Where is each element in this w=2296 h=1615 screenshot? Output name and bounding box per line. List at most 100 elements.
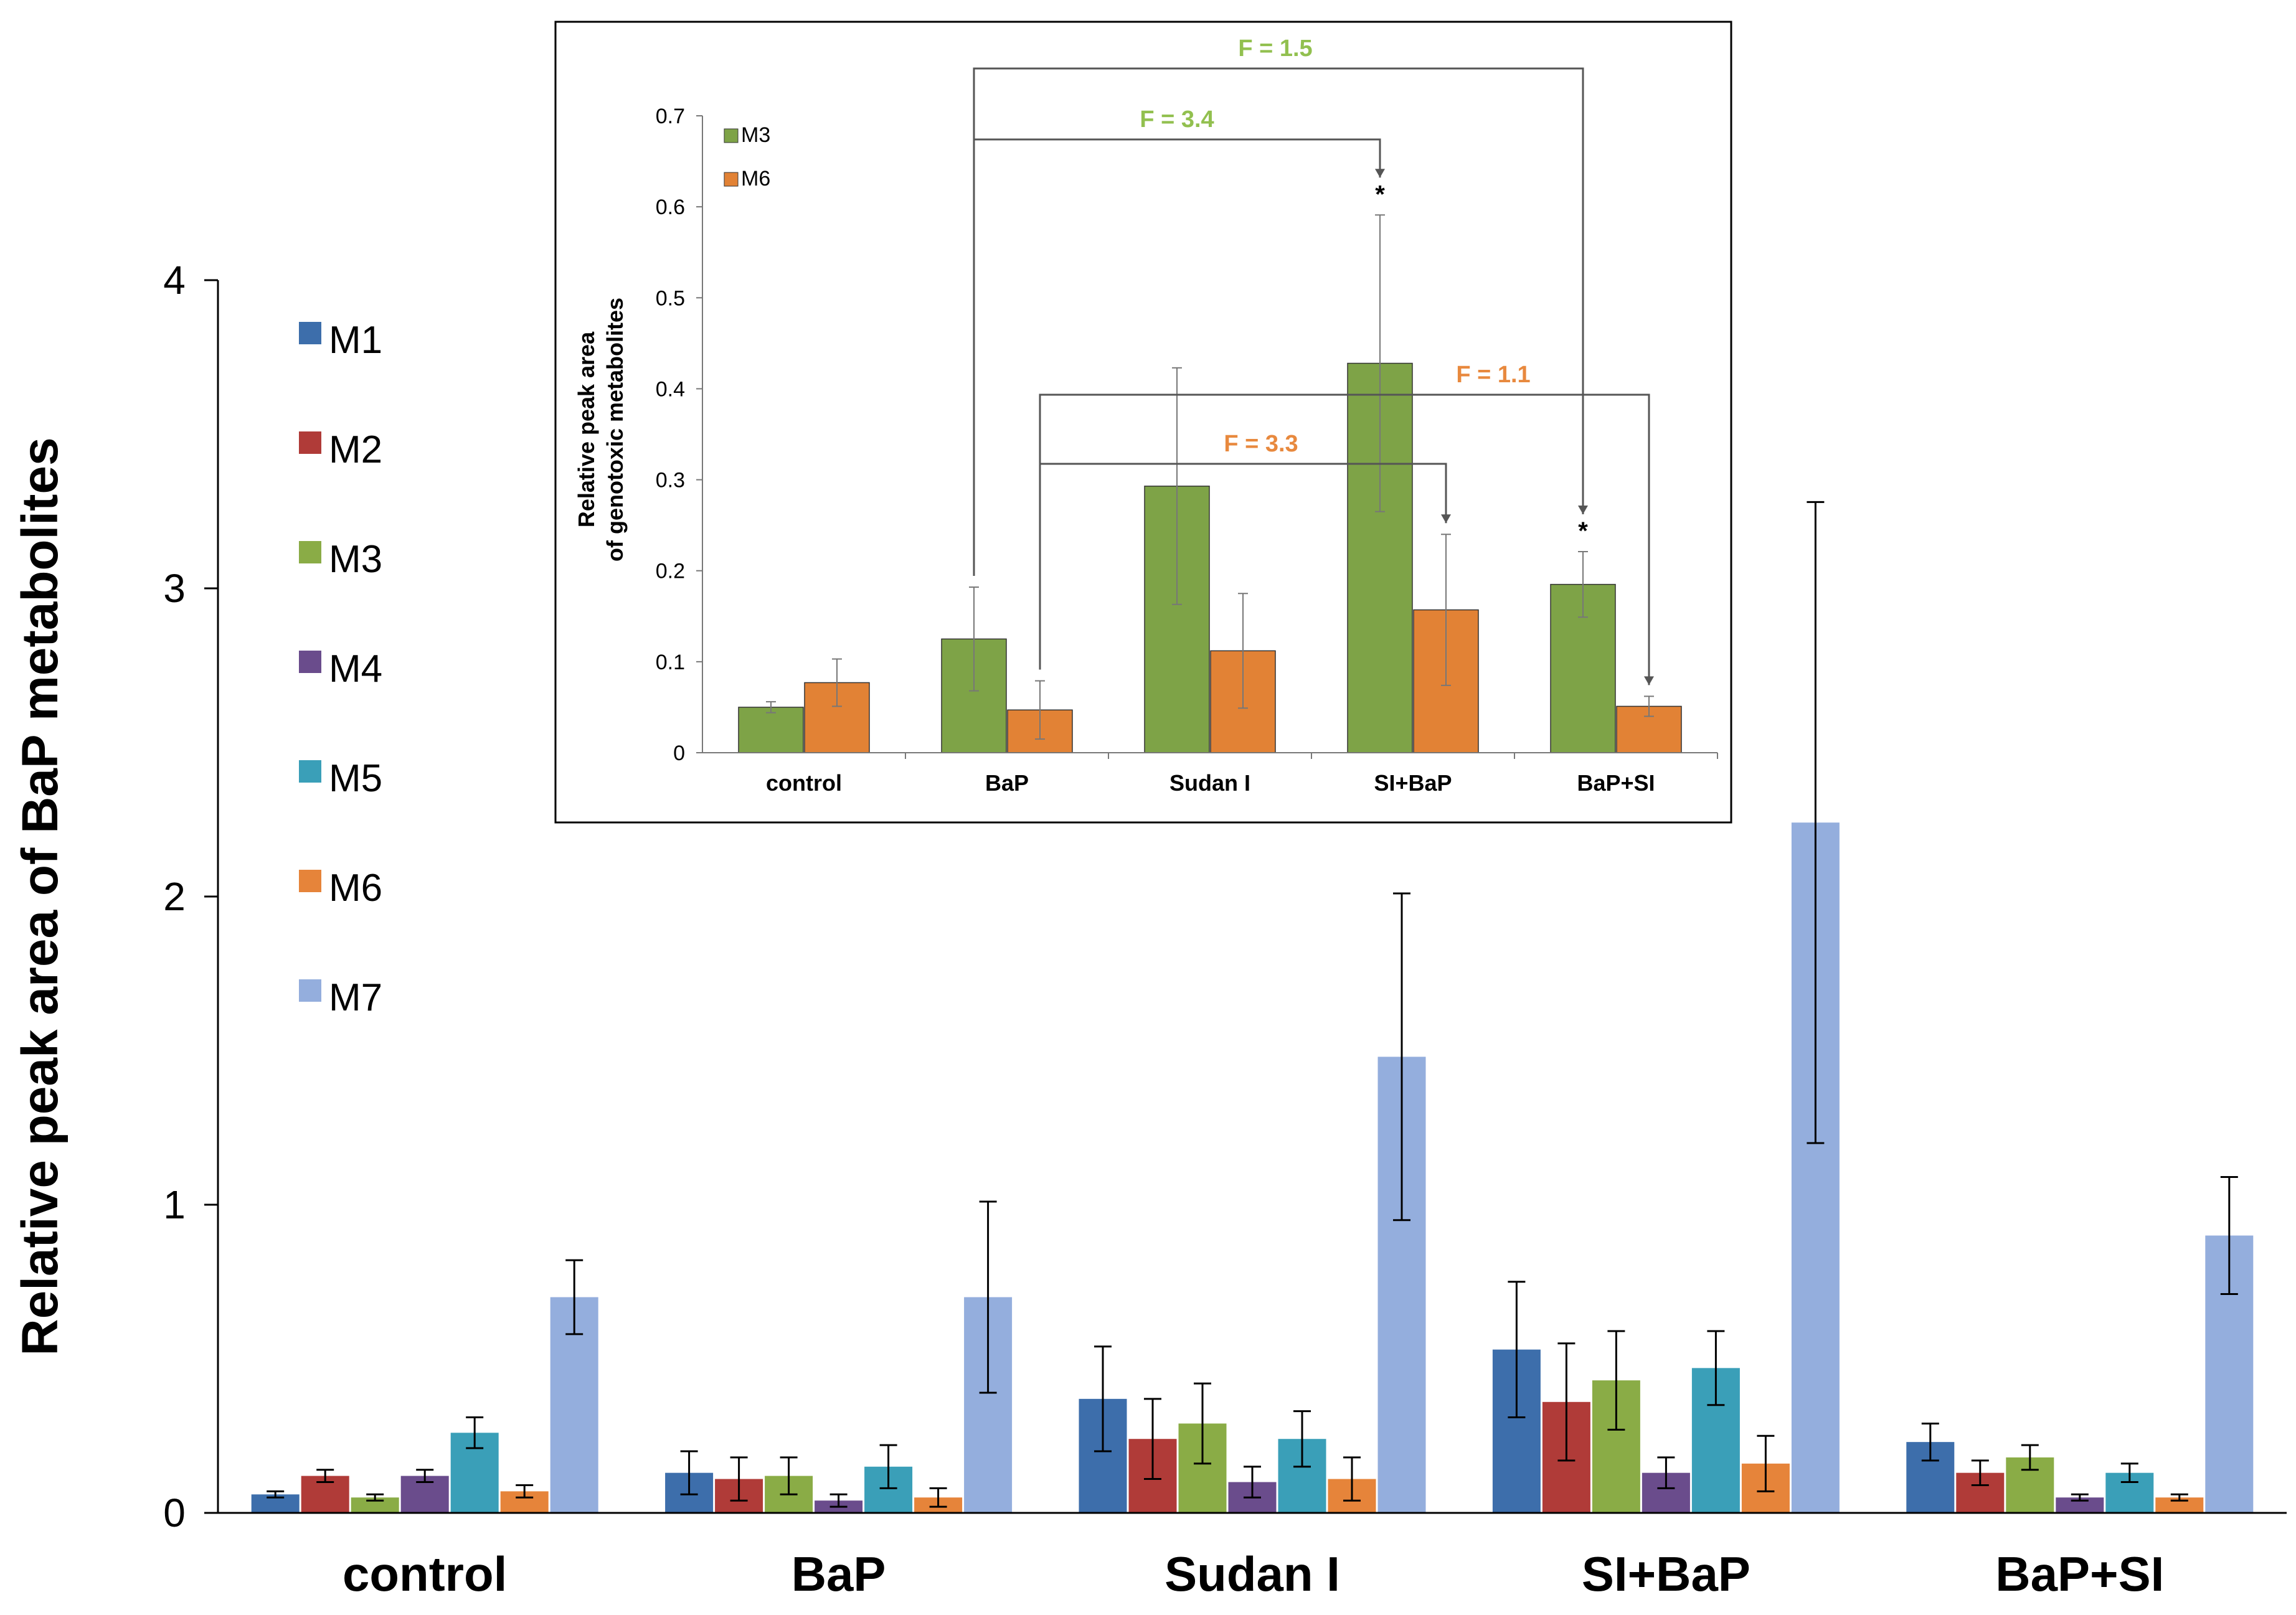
error-bar-m1-si-bap: [1508, 1281, 1526, 1419]
bracket-f-3-3: F = 3.3: [1039, 431, 1451, 670]
legend-item-m5: M5: [299, 757, 382, 800]
inset-category-label-sudan-i: Sudan I: [1169, 770, 1250, 796]
inset-y-tick-label: 0.5: [656, 286, 685, 310]
error-bar-m2-bap: [730, 1456, 748, 1502]
error-bar-m6-si-bap: [1757, 1434, 1775, 1492]
legend-item-m4: M4: [299, 647, 382, 690]
bracket-arrowhead: [1375, 169, 1385, 178]
legend-label: M6: [329, 867, 382, 910]
bracket-line: [973, 138, 1381, 577]
y-tick-label: 0: [163, 1490, 186, 1535]
error-bar-m6-control: [516, 1484, 534, 1499]
significance-star-si-bap: *: [1375, 181, 1385, 208]
error-bar-m2-si-bap: [1557, 1342, 1576, 1462]
y-tick-label: 3: [163, 566, 186, 611]
inset-y-ticks: 0 0.1 0.2 0.3 0.4 0.5 0.6 0.7: [656, 105, 702, 765]
bracket-arrowhead: [1644, 676, 1654, 685]
inset-significance-stars: **: [1375, 181, 1588, 545]
bracket-f-3-4: F = 3.4: [973, 106, 1385, 577]
legend-item-m3: M3: [299, 538, 382, 581]
inset-legend: M3 M6: [724, 123, 770, 191]
main-error-bars: [267, 501, 2238, 1508]
inset-category-label-control: control: [766, 770, 842, 796]
inset-error-bar-m3-bap: [969, 586, 979, 692]
bracket-arrowhead: [1578, 506, 1588, 515]
main-chart: 0 1 2 3 4 control BaP Sudan I SI+BaP BaP+SI Rela…: [12, 258, 2287, 1601]
error-bar-m1-control: [267, 1490, 285, 1499]
inset-error-bar-m6-control: [832, 658, 842, 707]
main-bars: [251, 822, 2254, 1513]
inset-chart: 0 0.1 0.2 0.3 0.4 0.5 0.6 0.7 control BaP Sudan I…: [554, 21, 1732, 824]
category-label-si-bap: SI+BaP: [1582, 1547, 1750, 1601]
inset-category-label-bap: BaP: [985, 770, 1029, 796]
category-label-bap-si: BaP+SI: [1995, 1547, 2164, 1601]
error-bar-m2-control: [316, 1469, 334, 1483]
error-bar-m6-sudan-i: [1343, 1456, 1361, 1502]
legend-label: M4: [329, 647, 382, 690]
inset-error-bar-m6-si-bap: [1441, 534, 1451, 686]
legend-swatch: [299, 760, 321, 783]
inset-y-tick-label: 0.1: [656, 651, 685, 674]
inset-legend-item-m3: M3: [724, 123, 770, 147]
inset-category-labels: control BaP Sudan I SI+BaP BaP+SI: [766, 753, 1718, 796]
inset-error-bar-m6-bap-si: [1644, 695, 1654, 717]
error-bar-m4-bap: [829, 1493, 848, 1508]
category-label-bap: BaP: [791, 1547, 886, 1601]
inset-error-bar-m3-si-bap: [1375, 214, 1385, 512]
error-bar-m5-sudan-i: [1293, 1410, 1311, 1468]
legend-swatch: [299, 979, 321, 1002]
inset-legend-label: M6: [741, 167, 770, 191]
inset-frame: [554, 21, 1732, 824]
error-bar-m7-bap-si: [2220, 1175, 2238, 1296]
error-bar-m5-control: [466, 1416, 484, 1449]
main-y-axis-label: Relative peak area of BaP metabolites: [12, 437, 69, 1355]
error-bar-m3-sudan-i: [1194, 1382, 1211, 1465]
error-bar-m5-bap: [879, 1444, 897, 1489]
legend-label: M5: [329, 757, 382, 800]
inset-y-tick-label: 0.7: [656, 105, 685, 128]
legend-label: M2: [329, 428, 382, 471]
error-bar-m7-control: [565, 1259, 583, 1335]
inset-legend-swatch: [724, 172, 739, 187]
inset-bar-m3-control: [738, 707, 804, 753]
inset-error-bars: [766, 214, 1654, 740]
error-bar-m4-control: [416, 1469, 434, 1483]
inset-significance-brackets: F = 1.5 F = 3.4 F = 1.1 F = 3.3: [973, 35, 1654, 685]
error-bar-m3-control: [366, 1493, 384, 1502]
inset-y-tick-label: 0.3: [656, 469, 685, 492]
inset-y-tick-label: 0.4: [656, 377, 685, 401]
error-bar-m7-bap: [979, 1200, 997, 1394]
inset-category-label-bap-si: BaP+SI: [1577, 770, 1655, 796]
error-bar-m3-si-bap: [1607, 1330, 1625, 1431]
category-label-control: control: [343, 1547, 507, 1601]
inset-y-axis-label-line1: Relative peak area: [574, 331, 599, 527]
error-bar-m4-bap-si: [2071, 1493, 2089, 1502]
y-tick-label: 2: [163, 874, 186, 919]
inset-legend-label: M3: [741, 123, 770, 147]
inset-y-axis-label-line2: of genotoxic metabolites: [602, 298, 628, 562]
legend-swatch: [299, 870, 321, 892]
bracket-label-f-1-1: F = 1.1: [1456, 362, 1530, 388]
error-bar-m3-bap: [780, 1456, 798, 1495]
bracket-arrowhead: [1441, 514, 1451, 524]
inset-error-bar-m6-sudan-i: [1238, 593, 1248, 709]
legend-item-m6: M6: [299, 867, 382, 910]
error-bar-m1-sudan-i: [1094, 1345, 1112, 1453]
error-bar-m2-sudan-i: [1144, 1398, 1161, 1481]
bracket-label-f-3-3: F = 3.3: [1224, 431, 1298, 457]
legend-item-m1: M1: [299, 319, 382, 362]
main-category-labels: control BaP Sudan I SI+BaP BaP+SI: [343, 1547, 2164, 1601]
legend-label: M1: [329, 319, 382, 362]
inset-category-label-si-bap: SI+BaP: [1374, 770, 1452, 796]
error-bar-m4-sudan-i: [1244, 1466, 1261, 1499]
legend-swatch: [299, 322, 321, 344]
significance-star-bap-si: *: [1578, 517, 1588, 545]
error-bar-m2-bap-si: [1971, 1459, 1989, 1486]
inset-error-bar-m6-bap: [1035, 680, 1045, 740]
inset-error-bar-m3-bap-si: [1578, 551, 1588, 618]
inset-y-tick-label: 0.6: [656, 195, 685, 219]
y-tick-label: 4: [163, 258, 186, 303]
error-bar-m1-bap-si: [1921, 1422, 1939, 1462]
inset-legend-item-m6: M6: [724, 167, 770, 191]
